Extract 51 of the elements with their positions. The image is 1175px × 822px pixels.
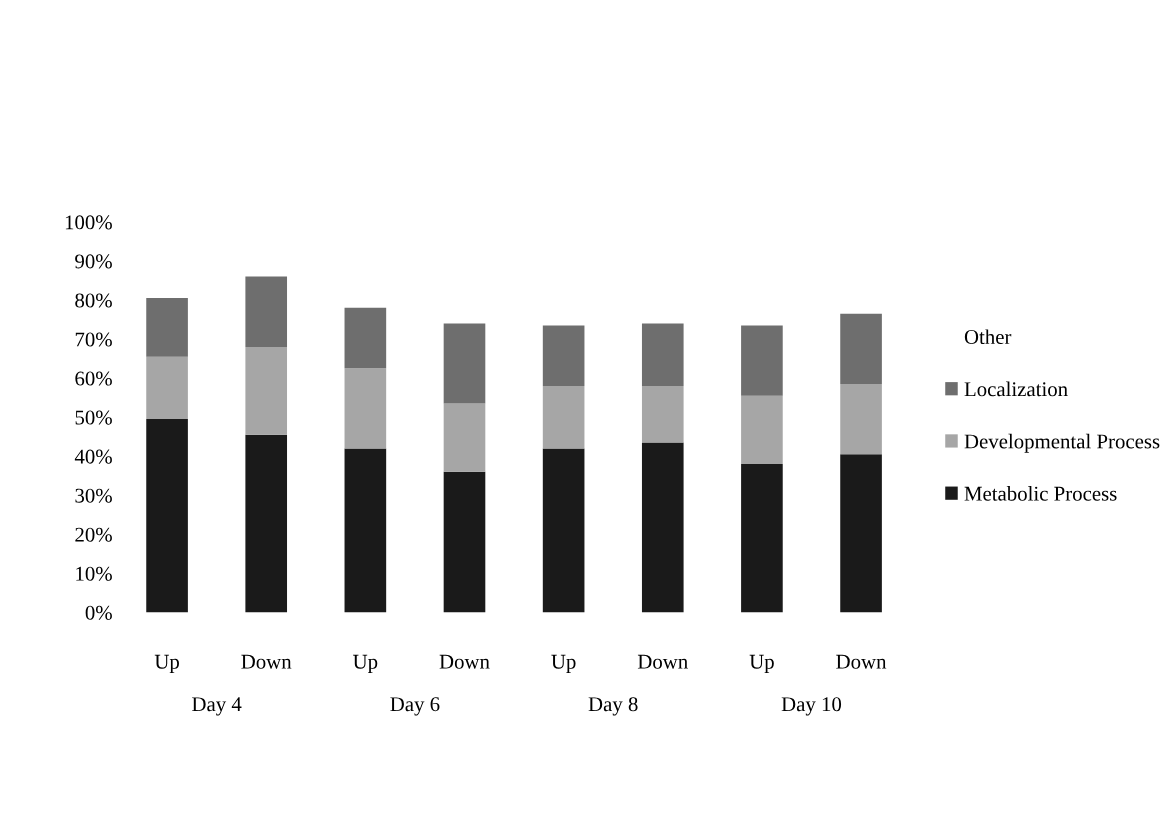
y-tick-label: 40% (74, 449, 112, 464)
y-tick-label: 80% (75, 293, 112, 308)
x-tick-label: Down (836, 654, 887, 669)
bar (443, 471, 486, 613)
bar (245, 346, 288, 435)
text: Day 8 (588, 697, 638, 716)
bar (146, 298, 188, 357)
bar (741, 464, 783, 613)
y-tick-label: 20% (75, 527, 112, 542)
legend-label: Developmental Process (964, 433, 1160, 453)
bar (840, 383, 882, 455)
bar (641, 323, 684, 386)
bar (245, 276, 288, 347)
y-tick-label: 70% (75, 332, 112, 347)
text: Other (964, 329, 1012, 345)
legend-label: Localization (964, 381, 1068, 397)
bar (344, 368, 387, 449)
y-tick-label: 60% (75, 371, 112, 386)
x-tick-label: Up (749, 654, 774, 673)
y-tick-label: 0% (85, 605, 112, 620)
x-tick-label: Down (439, 654, 490, 669)
y-tick-label: 30% (75, 488, 112, 503)
bar (344, 448, 387, 613)
bar (542, 448, 585, 613)
text: Day 10 (781, 697, 842, 716)
x-tick-label: Up (353, 654, 378, 673)
bar (641, 442, 684, 613)
bar (245, 434, 288, 613)
text: Day 6 (390, 697, 440, 716)
y-tick-label: 50% (75, 410, 112, 425)
x-tick-label: Up (154, 654, 179, 673)
text: Day 4 (192, 697, 242, 716)
bar (146, 419, 188, 613)
bar (741, 325, 783, 396)
bar (840, 313, 882, 384)
legend-label: Metabolic Process (964, 486, 1117, 501)
bar (542, 385, 585, 449)
bar (443, 323, 486, 404)
y-tick-label: 90% (75, 254, 112, 269)
bar (344, 307, 387, 369)
y-tick-label: 10% (76, 566, 112, 581)
x-tick-label: Up (551, 654, 576, 673)
x-tick-label: Down (637, 654, 688, 669)
bar (443, 403, 486, 472)
bar (542, 325, 585, 386)
bar (146, 356, 188, 420)
bar (641, 385, 684, 443)
bar (741, 395, 783, 465)
x-tick-label: Down (241, 654, 292, 669)
bar (840, 454, 882, 613)
y-tick-label: 100% (65, 215, 112, 230)
